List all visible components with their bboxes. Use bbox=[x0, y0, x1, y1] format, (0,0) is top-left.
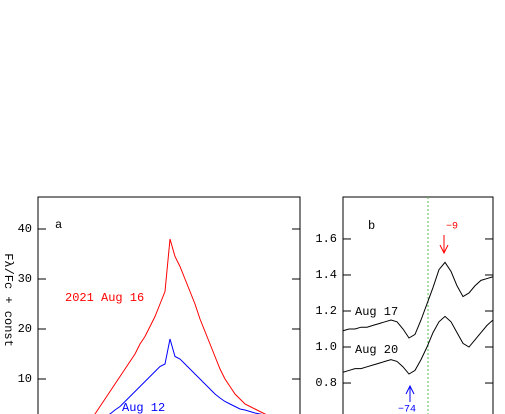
y-tick-label: 1.4 bbox=[315, 268, 337, 282]
line-series bbox=[343, 315, 493, 375]
series-label: Aug 17 bbox=[355, 305, 398, 319]
series-label: 2021 Aug 16 bbox=[65, 291, 144, 305]
series-label: Aug 20 bbox=[355, 343, 398, 357]
line-series bbox=[94, 238, 267, 414]
y-axis-label: Fλ/Fc + const bbox=[1, 253, 15, 347]
y-tick-label: 0.8 bbox=[315, 376, 337, 390]
panel-frame bbox=[37, 196, 301, 414]
y-tick-label: 30 bbox=[18, 272, 32, 286]
panel-frame bbox=[342, 196, 494, 414]
y-tick-label: 10 bbox=[18, 372, 32, 386]
arrow bbox=[405, 384, 415, 402]
line-series bbox=[343, 261, 493, 339]
y-tick-label: 1.2 bbox=[315, 304, 337, 318]
line-series bbox=[108, 338, 263, 414]
y-tick-label: 20 bbox=[18, 322, 32, 336]
y-tick-label: 40 bbox=[18, 222, 32, 236]
y-tick-label: 1.6 bbox=[315, 232, 337, 246]
series-label: Aug 12 bbox=[122, 401, 165, 414]
annotation: −9 bbox=[446, 222, 458, 233]
arrow bbox=[439, 235, 449, 255]
panel-label: a bbox=[55, 218, 62, 232]
y-tick-label: 1.0 bbox=[315, 340, 337, 354]
panel-label: b bbox=[368, 219, 375, 233]
annotation: −74 bbox=[398, 405, 416, 414]
